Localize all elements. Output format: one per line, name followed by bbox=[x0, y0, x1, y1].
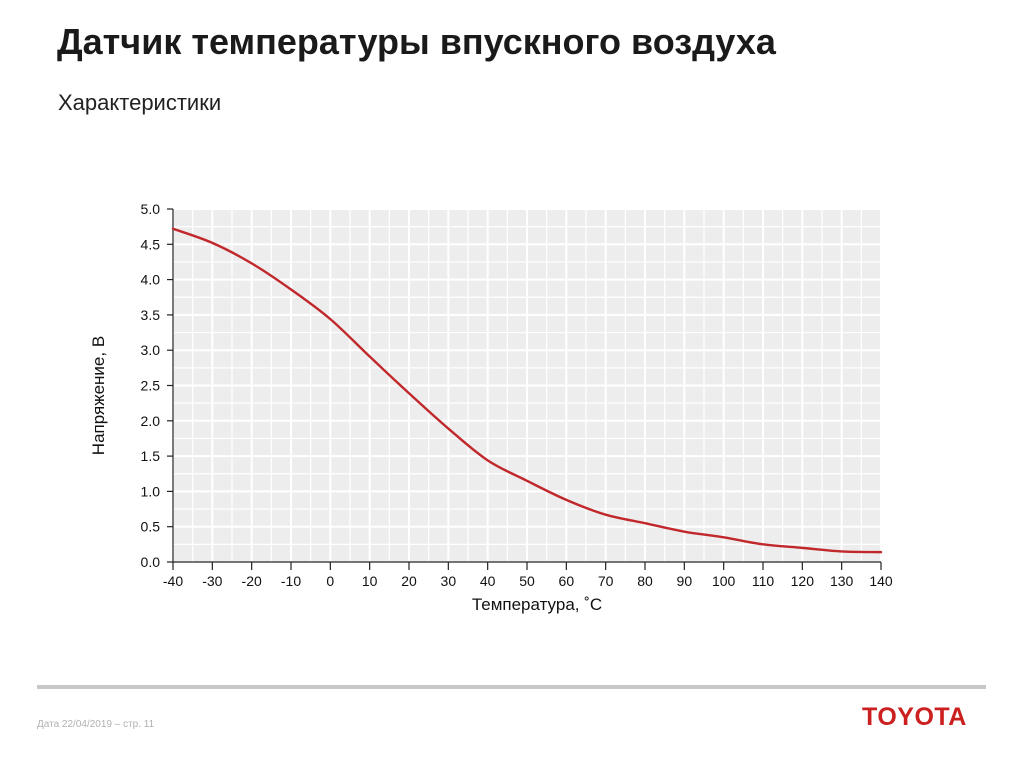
y-tick-label: 1.0 bbox=[141, 483, 161, 499]
x-tick-label: -40 bbox=[163, 573, 183, 589]
y-tick-label: 3.5 bbox=[141, 307, 161, 323]
y-axis-label: Напряжение, В bbox=[89, 336, 108, 455]
x-tick-label: 40 bbox=[480, 573, 496, 589]
x-tick-label: 140 bbox=[869, 573, 893, 589]
x-tick-label: 30 bbox=[441, 573, 457, 589]
footer-date-page: Дата 22/04/2019 – стр. 11 bbox=[37, 719, 155, 730]
voltage-curve bbox=[171, 227, 883, 554]
x-tick-label: 120 bbox=[791, 573, 815, 589]
x-tick-label: 70 bbox=[598, 573, 614, 589]
grid bbox=[172, 208, 882, 563]
y-tick-label: 2.5 bbox=[141, 378, 161, 394]
x-tick-label: -30 bbox=[202, 573, 222, 589]
y-tick-label: 0.5 bbox=[141, 519, 161, 535]
toyota-logo: TOYOTA bbox=[862, 703, 967, 731]
x-tick-label: -20 bbox=[242, 573, 262, 589]
x-tick-label: -10 bbox=[281, 573, 301, 589]
y-axis-ticks: 0.0 0.5 1.0 1.5 2.0 2.5 3.0 3.5 4.0 4.5 5.0 bbox=[141, 201, 173, 570]
page-title: Датчик температуры впускного воздуха bbox=[57, 21, 776, 62]
y-tick-label: 4.0 bbox=[141, 272, 161, 288]
x-tick-label: 20 bbox=[401, 573, 417, 589]
x-tick-label: 90 bbox=[677, 573, 693, 589]
page-subtitle: Характеристики bbox=[58, 90, 222, 115]
x-tick-label: 0 bbox=[326, 573, 334, 589]
y-tick-label: 3.0 bbox=[141, 342, 161, 358]
y-tick-label: 0.0 bbox=[141, 554, 161, 570]
series bbox=[171, 227, 883, 554]
x-tick-label: 50 bbox=[519, 573, 535, 589]
x-tick-label: 60 bbox=[559, 573, 575, 589]
x-tick-label: 80 bbox=[637, 573, 653, 589]
x-tick-label: 110 bbox=[752, 573, 775, 589]
x-tick-label: 100 bbox=[712, 573, 736, 589]
x-tick-label: 10 bbox=[362, 573, 378, 589]
y-tick-label: 1.5 bbox=[141, 448, 161, 464]
y-tick-label: 5.0 bbox=[141, 201, 161, 217]
y-tick-label: 2.0 bbox=[141, 413, 161, 429]
x-tick-label: 130 bbox=[830, 573, 854, 589]
y-tick-label: 4.5 bbox=[141, 236, 161, 252]
x-axis-label: Температура, ˚С bbox=[472, 595, 602, 614]
x-axis-ticks: -40 -30 -20 -10 0 10 20 30 40 50 60 70 80 90 100 110 120… bbox=[163, 562, 893, 589]
footer-divider bbox=[37, 685, 986, 689]
